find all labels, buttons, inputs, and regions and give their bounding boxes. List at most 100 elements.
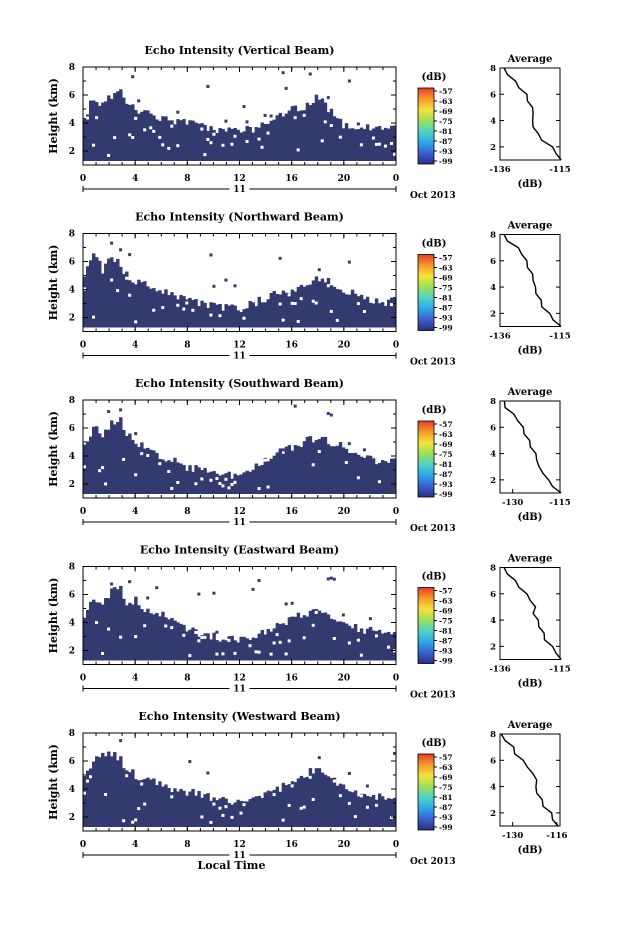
echo-column	[179, 788, 183, 827]
echo-gap	[296, 319, 301, 323]
echo-column	[356, 454, 361, 494]
echo-column	[140, 282, 144, 328]
echo-column	[281, 782, 286, 827]
echo-speckle	[284, 86, 288, 90]
panel-title: Echo Intensity (Vertical Beam)	[144, 44, 334, 57]
echo-column	[227, 127, 231, 161]
echo-column	[173, 457, 177, 494]
echo-column	[260, 464, 264, 494]
colorbar-tick-label: -81	[439, 127, 453, 136]
echo-column	[179, 120, 183, 161]
echo-gap	[314, 301, 319, 305]
echo-column	[179, 463, 183, 494]
echo-column	[191, 471, 195, 494]
echo-column	[341, 622, 346, 661]
average-y-tick-label: 6	[490, 423, 496, 433]
echo-column	[158, 120, 162, 161]
echo-column	[386, 299, 391, 328]
echo-column	[359, 628, 364, 661]
date-marker: 11	[233, 851, 246, 861]
echo-column	[323, 436, 328, 494]
echo-column	[263, 457, 267, 494]
y-tick-label: 4	[69, 619, 75, 629]
echo-column	[293, 105, 298, 161]
echo-column	[353, 293, 358, 328]
echo-column	[155, 785, 159, 827]
echo-column	[290, 616, 295, 661]
echo-column	[203, 794, 207, 827]
echo-column	[203, 124, 207, 161]
echo-column	[143, 448, 147, 494]
echo-column	[155, 612, 159, 661]
echo-column	[245, 308, 249, 328]
echo-gap	[176, 144, 180, 148]
echo-column	[365, 124, 370, 161]
echo-column	[221, 796, 225, 827]
echo-gap	[389, 303, 394, 307]
echo-column	[176, 299, 180, 328]
echo-column	[212, 302, 216, 328]
echo-column	[131, 104, 135, 161]
echo-column	[113, 752, 117, 827]
echo-column	[161, 786, 165, 827]
average-profile-line	[503, 234, 562, 328]
echo-column	[95, 602, 99, 661]
colorbar-tick-label: -99	[439, 823, 453, 832]
echo-column	[239, 636, 243, 661]
average-y-tick-label: 8	[490, 397, 496, 407]
y-tick-label: 4	[69, 452, 75, 462]
echo-fill	[83, 739, 401, 827]
echo-column	[107, 258, 111, 328]
echo-column	[98, 105, 102, 161]
x-tick-label: 16	[285, 341, 298, 351]
echo-gap	[374, 634, 379, 638]
echo-column	[254, 638, 258, 661]
echo-column	[173, 788, 177, 827]
echo-column	[377, 629, 382, 661]
x-tick-label: 12	[233, 341, 246, 351]
echo-gap	[392, 152, 397, 156]
echo-speckle	[317, 268, 321, 272]
echo-column	[110, 257, 114, 328]
echo-gap	[218, 806, 222, 810]
average-y-tick-label: 6	[490, 756, 496, 766]
echo-column	[227, 803, 231, 827]
echo-column	[317, 281, 322, 328]
echo-speckle	[326, 412, 330, 416]
echo-speckle	[362, 448, 366, 452]
echo-column	[371, 458, 376, 494]
echo-column	[116, 589, 120, 661]
echo-column	[344, 448, 349, 494]
y-tick-label: 8	[69, 729, 75, 739]
echo-column	[299, 284, 304, 328]
echo-column	[251, 637, 255, 661]
echo-column	[332, 286, 337, 328]
echo-gap	[299, 297, 304, 301]
echo-column	[266, 299, 270, 328]
echo-column	[389, 458, 394, 494]
echo-column	[104, 263, 108, 328]
echo-column	[203, 467, 207, 494]
echo-speckle	[233, 284, 237, 288]
colorbar-tick-label: -63	[439, 597, 453, 606]
echo-column	[296, 778, 301, 827]
echo-column	[326, 444, 331, 494]
echo-column	[353, 452, 358, 494]
average-x-tick-label: -116	[546, 831, 567, 841]
echo-column	[341, 292, 346, 328]
y-tick-label: 6	[69, 424, 75, 434]
echo-column	[116, 421, 120, 494]
average-x-tick-label: -115	[549, 498, 570, 508]
echo-column	[170, 461, 174, 494]
echo-column	[314, 440, 319, 494]
average-y-tick-label: 2	[490, 309, 496, 319]
echo-gap	[188, 654, 192, 658]
x-tick-label: 8	[184, 341, 190, 351]
colorbar-tick-label: -81	[439, 627, 453, 636]
echo-column	[263, 302, 267, 328]
colorbar-tick-label: -81	[439, 460, 453, 469]
x-tick-label: 8	[184, 674, 190, 684]
echo-column	[338, 118, 343, 161]
